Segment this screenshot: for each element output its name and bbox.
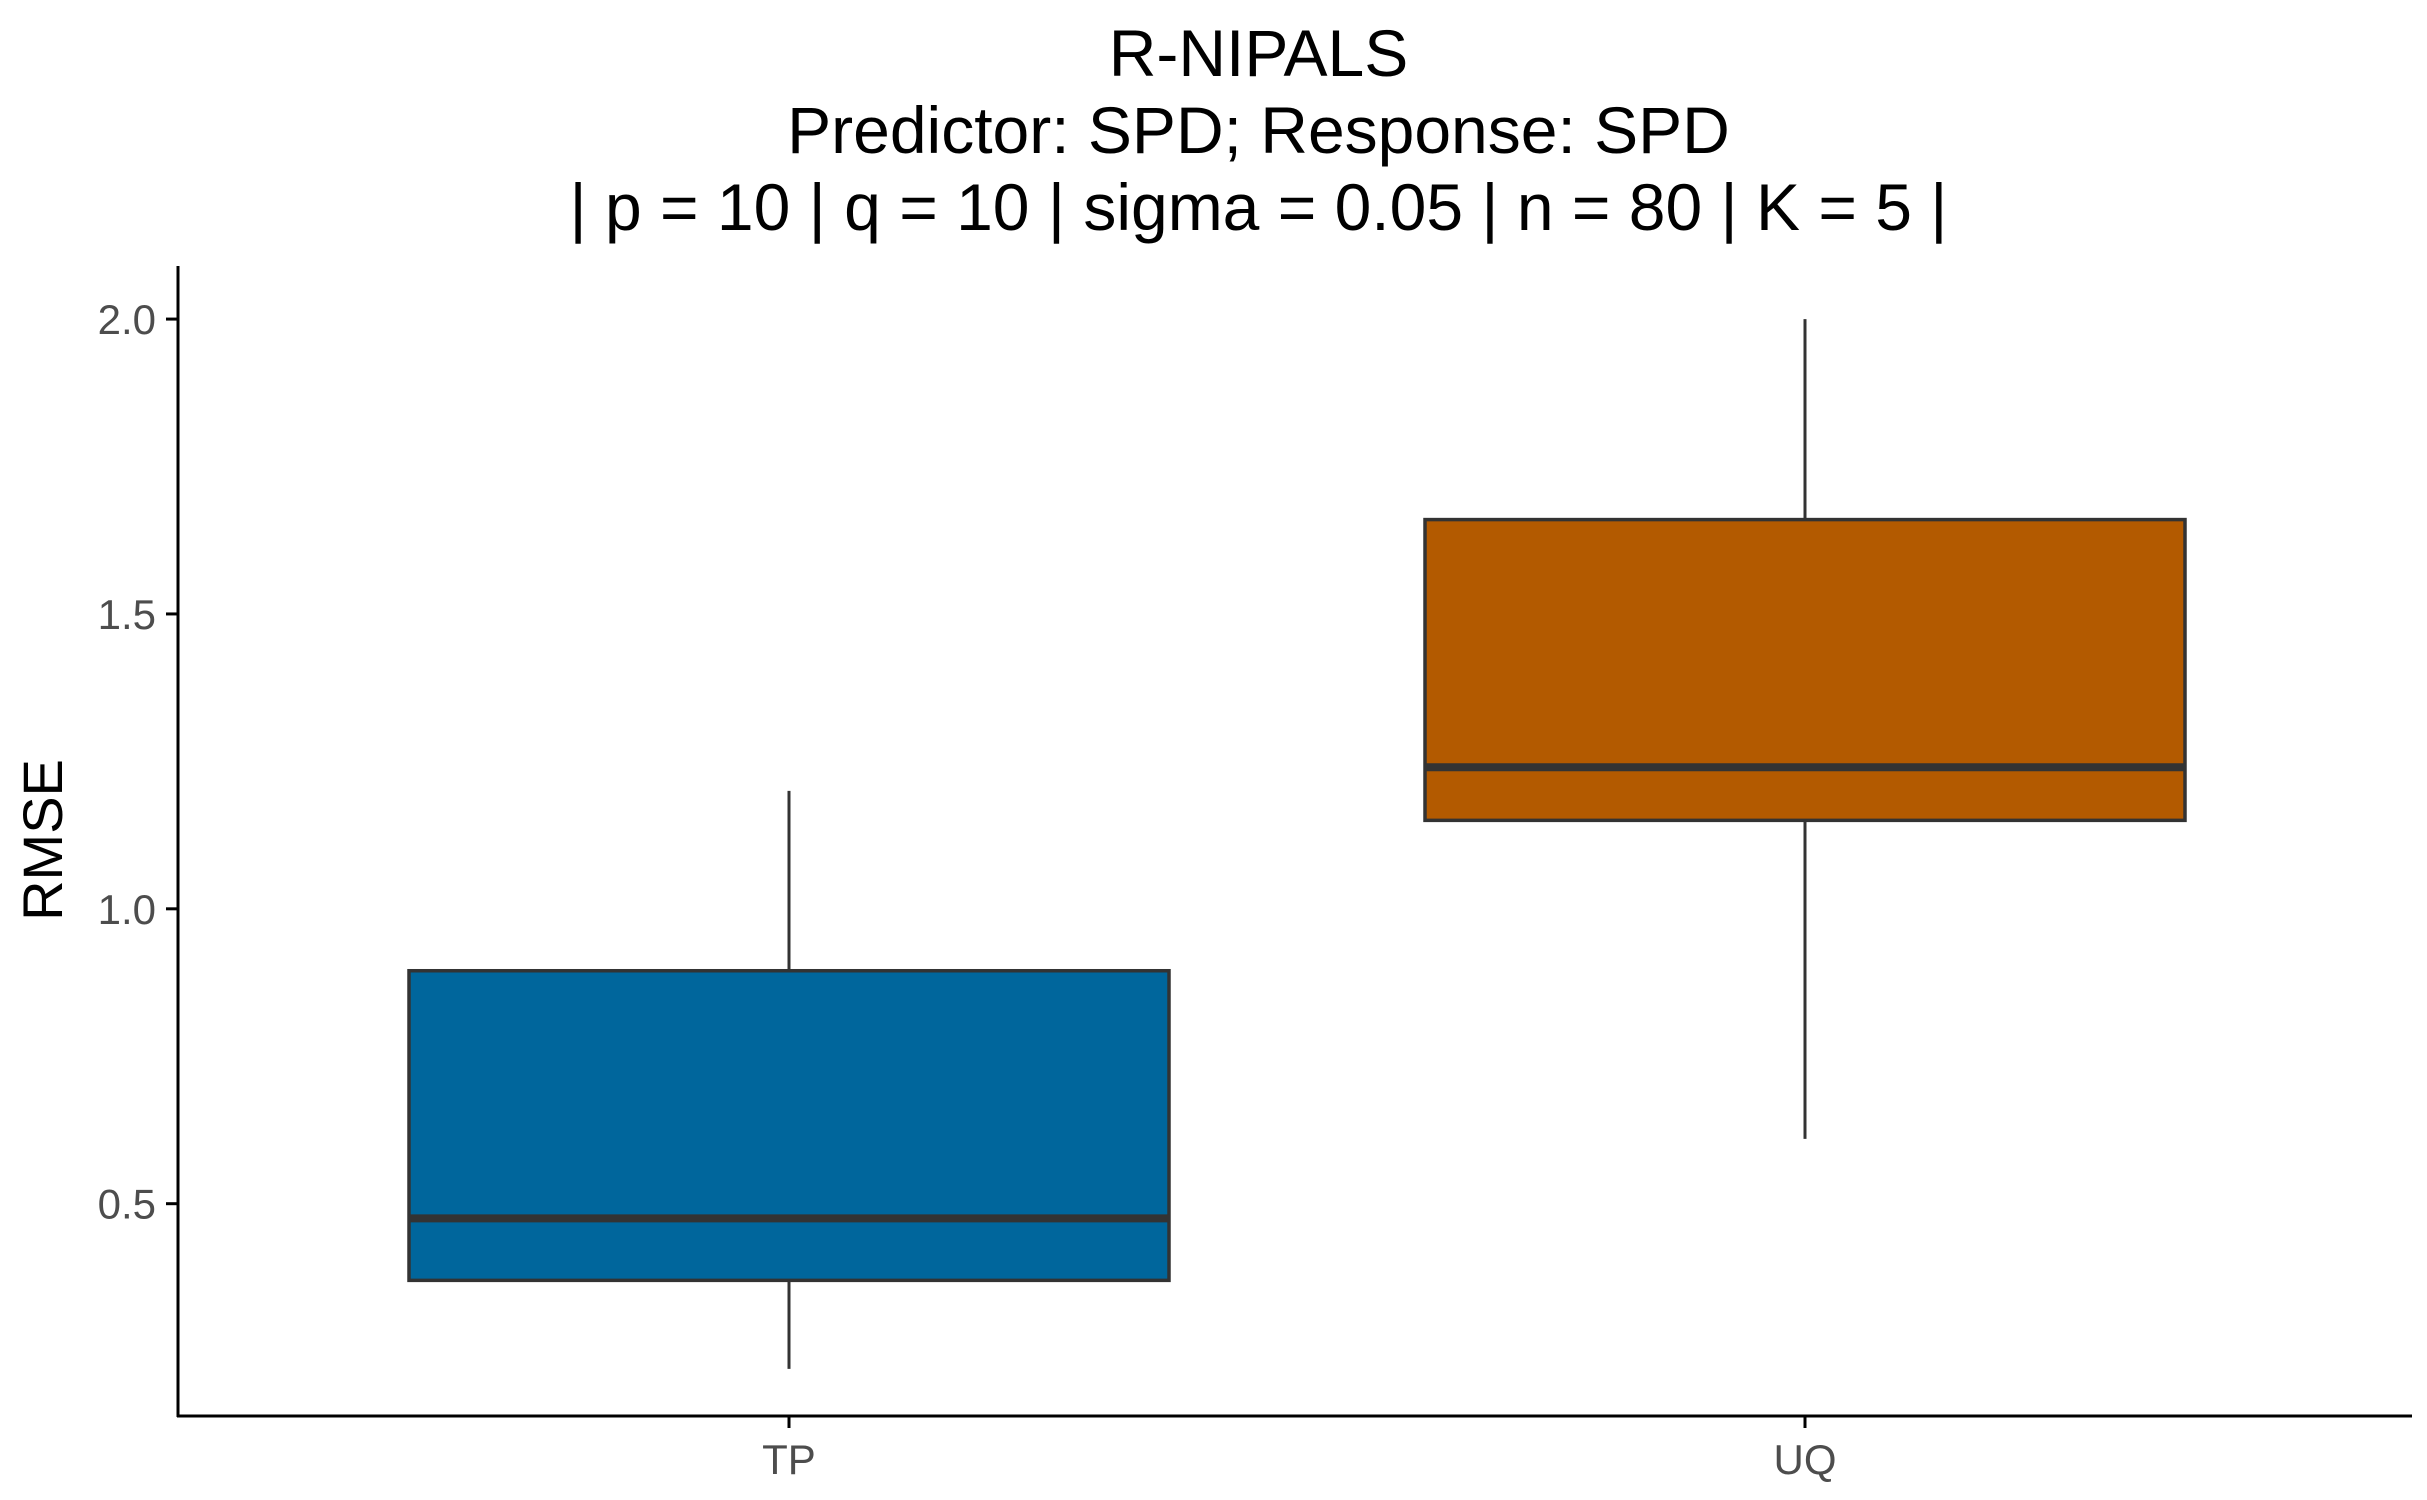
y-axis-label: RMSE	[11, 759, 74, 921]
x-tick-label: TP	[762, 1436, 816, 1483]
axes: 0.5 1.0 1.5 2.0 TP UQ	[98, 266, 2412, 1483]
chart-title: R-NIPALS	[1108, 16, 1409, 90]
box-body	[407, 968, 1171, 1283]
x-tick-label: UQ	[1774, 1436, 1837, 1483]
y-tick-label: 1.5	[98, 591, 156, 638]
box-uq	[1423, 319, 2187, 1139]
chart-subtitle-line-2: | p = 10 | q = 10 | sigma = 0.05 | n = 8…	[569, 170, 1948, 244]
chart-subtitle-line-1: Predictor: SPD; Response: SPD	[787, 93, 1730, 167]
box-body	[1423, 517, 2187, 823]
y-tick-label: 2.0	[98, 296, 156, 343]
box-tp	[407, 790, 1171, 1369]
boxes	[407, 319, 2187, 1369]
y-tick-label: 1.0	[98, 886, 156, 933]
y-tick-label: 0.5	[98, 1181, 156, 1228]
